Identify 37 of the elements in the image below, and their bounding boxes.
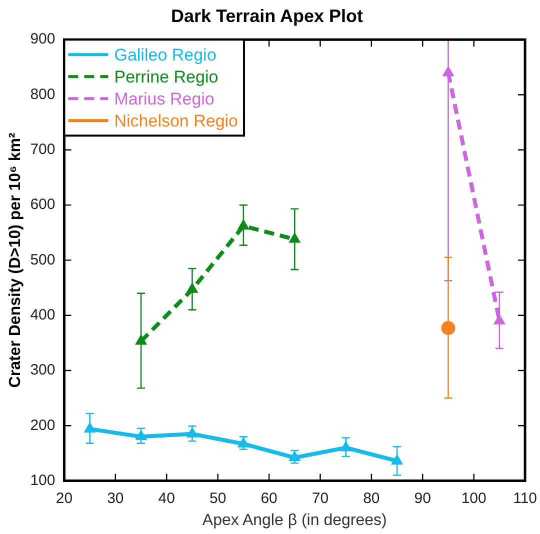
x-tick-label: 80 bbox=[363, 490, 380, 507]
x-tick-label: 90 bbox=[414, 490, 431, 507]
text: Galileo Regio bbox=[114, 45, 216, 64]
point bbox=[237, 436, 250, 448]
y-tick-label: 400 bbox=[30, 306, 56, 324]
y-tick-label: 800 bbox=[30, 86, 56, 103]
point bbox=[186, 282, 198, 293]
point bbox=[134, 334, 148, 345]
y-tick-label: 200 bbox=[30, 416, 56, 434]
x-tick-label: 60 bbox=[260, 490, 278, 507]
point bbox=[186, 426, 198, 438]
x-axis-title: Apex Angle β (in degrees) bbox=[202, 512, 387, 529]
point bbox=[84, 422, 96, 432]
legend-label: Perrine Regio bbox=[114, 67, 218, 86]
chart-title: Dark Terrain Apex Plot bbox=[170, 6, 364, 26]
y-tick-label: 100 bbox=[30, 472, 56, 489]
y-tick-label: 500 bbox=[30, 251, 56, 268]
x-tick-label: 20 bbox=[56, 490, 73, 507]
legend-label: Nichelson Regio bbox=[114, 111, 238, 130]
point bbox=[237, 219, 250, 230]
point bbox=[288, 450, 301, 462]
point bbox=[134, 430, 148, 440]
y-tick-label: 900 bbox=[30, 30, 56, 48]
point bbox=[390, 454, 404, 464]
y-tick-label: 700 bbox=[30, 141, 56, 158]
y-tick-label: 300 bbox=[30, 362, 56, 379]
y-tick-label: 600 bbox=[30, 196, 56, 214]
x-tick-label: 110 bbox=[513, 490, 538, 507]
x-tick-label: 40 bbox=[158, 490, 175, 507]
legend-label: Marius Regio bbox=[114, 89, 214, 108]
point bbox=[288, 232, 301, 243]
x-tick-label: 70 bbox=[312, 490, 329, 507]
x-tick-label: 30 bbox=[107, 490, 124, 507]
y-axis-title: Crater Density (D>10) per 10⁶ km² bbox=[7, 132, 24, 388]
x-tick-label: 100 bbox=[461, 490, 486, 507]
x-tick-label: 50 bbox=[209, 490, 226, 507]
point bbox=[340, 440, 352, 452]
